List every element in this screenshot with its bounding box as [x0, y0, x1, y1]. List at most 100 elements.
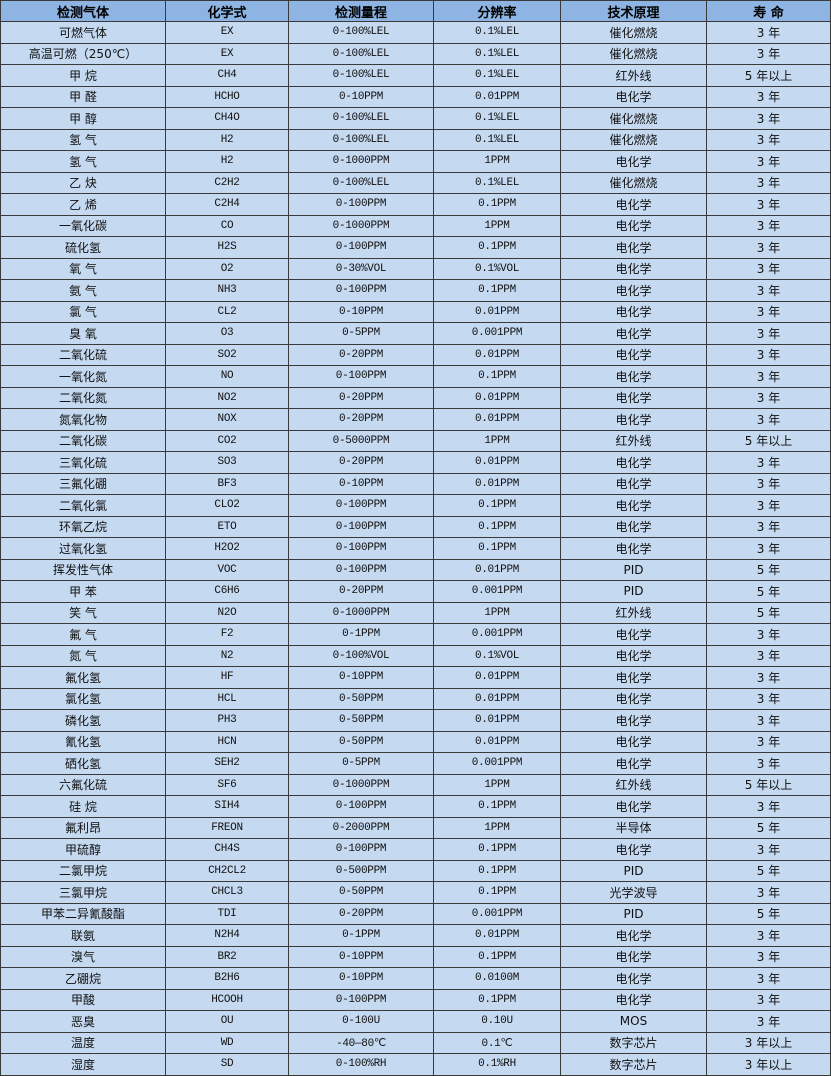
principle-cell: 电化学: [560, 365, 707, 388]
principle-cell: 电化学: [560, 795, 707, 818]
range-cell: 0-100U: [288, 1010, 434, 1033]
lifespan-cell: 5 年以上: [706, 773, 831, 796]
lifespan-cell: 3 年: [706, 365, 831, 388]
resolution-cell: 0.01PPM: [433, 386, 561, 409]
range-cell: 0-50PPM: [288, 709, 434, 732]
resolution-cell: 0.1PPM: [433, 881, 561, 904]
resolution-cell: 0.01PPM: [433, 472, 561, 495]
header-resolution: 分辨率: [433, 0, 561, 22]
table-row: 氟利昂 FREON 0-2000PPM 1PPM 半导体 5 年: [0, 816, 831, 839]
table-row: 二氧化氯 CLO2 0-100PPM 0.1PPM 电化学 3 年: [0, 494, 831, 517]
principle-cell: 红外线: [560, 64, 707, 87]
lifespan-cell: 3 年: [706, 537, 831, 560]
range-cell: 0-20PPM: [288, 408, 434, 431]
formula-cell: BR2: [165, 945, 289, 968]
formula-cell: O3: [165, 322, 289, 345]
table-row: 一氧化氮 NO 0-100PPM 0.1PPM 电化学 3 年: [0, 365, 831, 388]
lifespan-cell: 3 年: [706, 300, 831, 323]
range-cell: 0-10PPM: [288, 666, 434, 689]
range-cell: 0-5000PPM: [288, 429, 434, 452]
range-cell: 0-100%LEL: [288, 128, 434, 151]
formula-cell: CH4S: [165, 838, 289, 861]
table-row: 氢 气 H2 0-1000PPM 1PPM 电化学 3 年: [0, 150, 831, 173]
formula-cell: CH2CL2: [165, 859, 289, 882]
gas-name-cell: 氢 气: [0, 150, 166, 173]
formula-cell: CH4: [165, 64, 289, 87]
lifespan-cell: 3 年: [706, 193, 831, 216]
lifespan-cell: 3 年: [706, 730, 831, 753]
table-row: 温度 WD -40—80℃ 0.1℃ 数字芯片 3 年以上: [0, 1031, 831, 1054]
table-row: 环氧乙烷 ETO 0-100PPM 0.1PPM 电化学 3 年: [0, 515, 831, 538]
resolution-cell: 0.01PPM: [433, 300, 561, 323]
formula-cell: OU: [165, 1010, 289, 1033]
resolution-cell: 0.1%LEL: [433, 21, 561, 44]
principle-cell: 光学波导: [560, 881, 707, 904]
gas-name-cell: 二氧化氯: [0, 494, 166, 517]
resolution-cell: 0.1PPM: [433, 795, 561, 818]
lifespan-cell: 3 年: [706, 687, 831, 710]
principle-cell: 电化学: [560, 709, 707, 732]
gas-name-cell: 恶臭: [0, 1010, 166, 1033]
table-row: 湿度 SD 0-100%RH 0.1%RH 数字芯片 3 年以上: [0, 1053, 831, 1076]
resolution-cell: 0.001PPM: [433, 580, 561, 603]
gas-name-cell: 硫化氢: [0, 236, 166, 259]
table-row: 可燃气体 EX 0-100%LEL 0.1%LEL 催化燃烧 3 年: [0, 21, 831, 44]
gas-name-cell: 氢 气: [0, 128, 166, 151]
gas-name-cell: 二氧化碳: [0, 429, 166, 452]
table-row: 氟 气 F2 0-1PPM 0.001PPM 电化学 3 年: [0, 623, 831, 646]
resolution-cell: 0.0100M: [433, 967, 561, 990]
resolution-cell: 0.1PPM: [433, 838, 561, 861]
formula-cell: EX: [165, 42, 289, 65]
resolution-cell: 0.1%LEL: [433, 42, 561, 65]
range-cell: 0-10PPM: [288, 85, 434, 108]
gas-name-cell: 可燃气体: [0, 21, 166, 44]
range-cell: 0-100PPM: [288, 279, 434, 302]
principle-cell: PID: [560, 580, 707, 603]
table-row: 硅 烷 SIH4 0-100PPM 0.1PPM 电化学 3 年: [0, 795, 831, 818]
principle-cell: 电化学: [560, 451, 707, 474]
range-cell: 0-20PPM: [288, 580, 434, 603]
formula-cell: HCN: [165, 730, 289, 753]
gas-name-cell: 二氧化氮: [0, 386, 166, 409]
range-cell: 0-100%RH: [288, 1053, 434, 1076]
resolution-cell: 0.1%RH: [433, 1053, 561, 1076]
range-cell: 0-2000PPM: [288, 816, 434, 839]
table-row: 臭 氧 O3 0-5PPM 0.001PPM 电化学 3 年: [0, 322, 831, 345]
gas-name-cell: 硒化氢: [0, 752, 166, 775]
lifespan-cell: 3 年: [706, 257, 831, 280]
gas-name-cell: 氟利昂: [0, 816, 166, 839]
resolution-cell: 1PPM: [433, 214, 561, 237]
range-cell: 0-100PPM: [288, 494, 434, 517]
lifespan-cell: 3 年以上: [706, 1053, 831, 1076]
table-row: 氨 气 NH3 0-100PPM 0.1PPM 电化学 3 年: [0, 279, 831, 302]
gas-name-cell: 高温可燃（250℃）: [0, 42, 166, 65]
gas-name-cell: 湿度: [0, 1053, 166, 1076]
header-formula: 化学式: [165, 0, 289, 22]
principle-cell: 电化学: [560, 300, 707, 323]
resolution-cell: 0.001PPM: [433, 322, 561, 345]
principle-cell: 电化学: [560, 494, 707, 517]
formula-cell: BF3: [165, 472, 289, 495]
resolution-cell: 1PPM: [433, 773, 561, 796]
formula-cell: CL2: [165, 300, 289, 323]
gas-name-cell: 氰化氢: [0, 730, 166, 753]
lifespan-cell: 3 年: [706, 752, 831, 775]
formula-cell: B2H6: [165, 967, 289, 990]
lifespan-cell: 3 年: [706, 967, 831, 990]
range-cell: 0-1PPM: [288, 924, 434, 947]
principle-cell: 半导体: [560, 816, 707, 839]
table-row: 磷化氢 PH3 0-50PPM 0.01PPM 电化学 3 年: [0, 709, 831, 732]
gas-name-cell: 二氯甲烷: [0, 859, 166, 882]
range-cell: 0-20PPM: [288, 386, 434, 409]
formula-cell: H2: [165, 150, 289, 173]
resolution-cell: 0.1%LEL: [433, 171, 561, 194]
gas-name-cell: 六氟化硫: [0, 773, 166, 796]
range-cell: 0-30%VOL: [288, 257, 434, 280]
formula-cell: SO3: [165, 451, 289, 474]
gas-name-cell: 一氧化碳: [0, 214, 166, 237]
principle-cell: 电化学: [560, 537, 707, 560]
lifespan-cell: 5 年以上: [706, 429, 831, 452]
formula-cell: H2: [165, 128, 289, 151]
resolution-cell: 1PPM: [433, 601, 561, 624]
range-cell: 0-5PPM: [288, 752, 434, 775]
